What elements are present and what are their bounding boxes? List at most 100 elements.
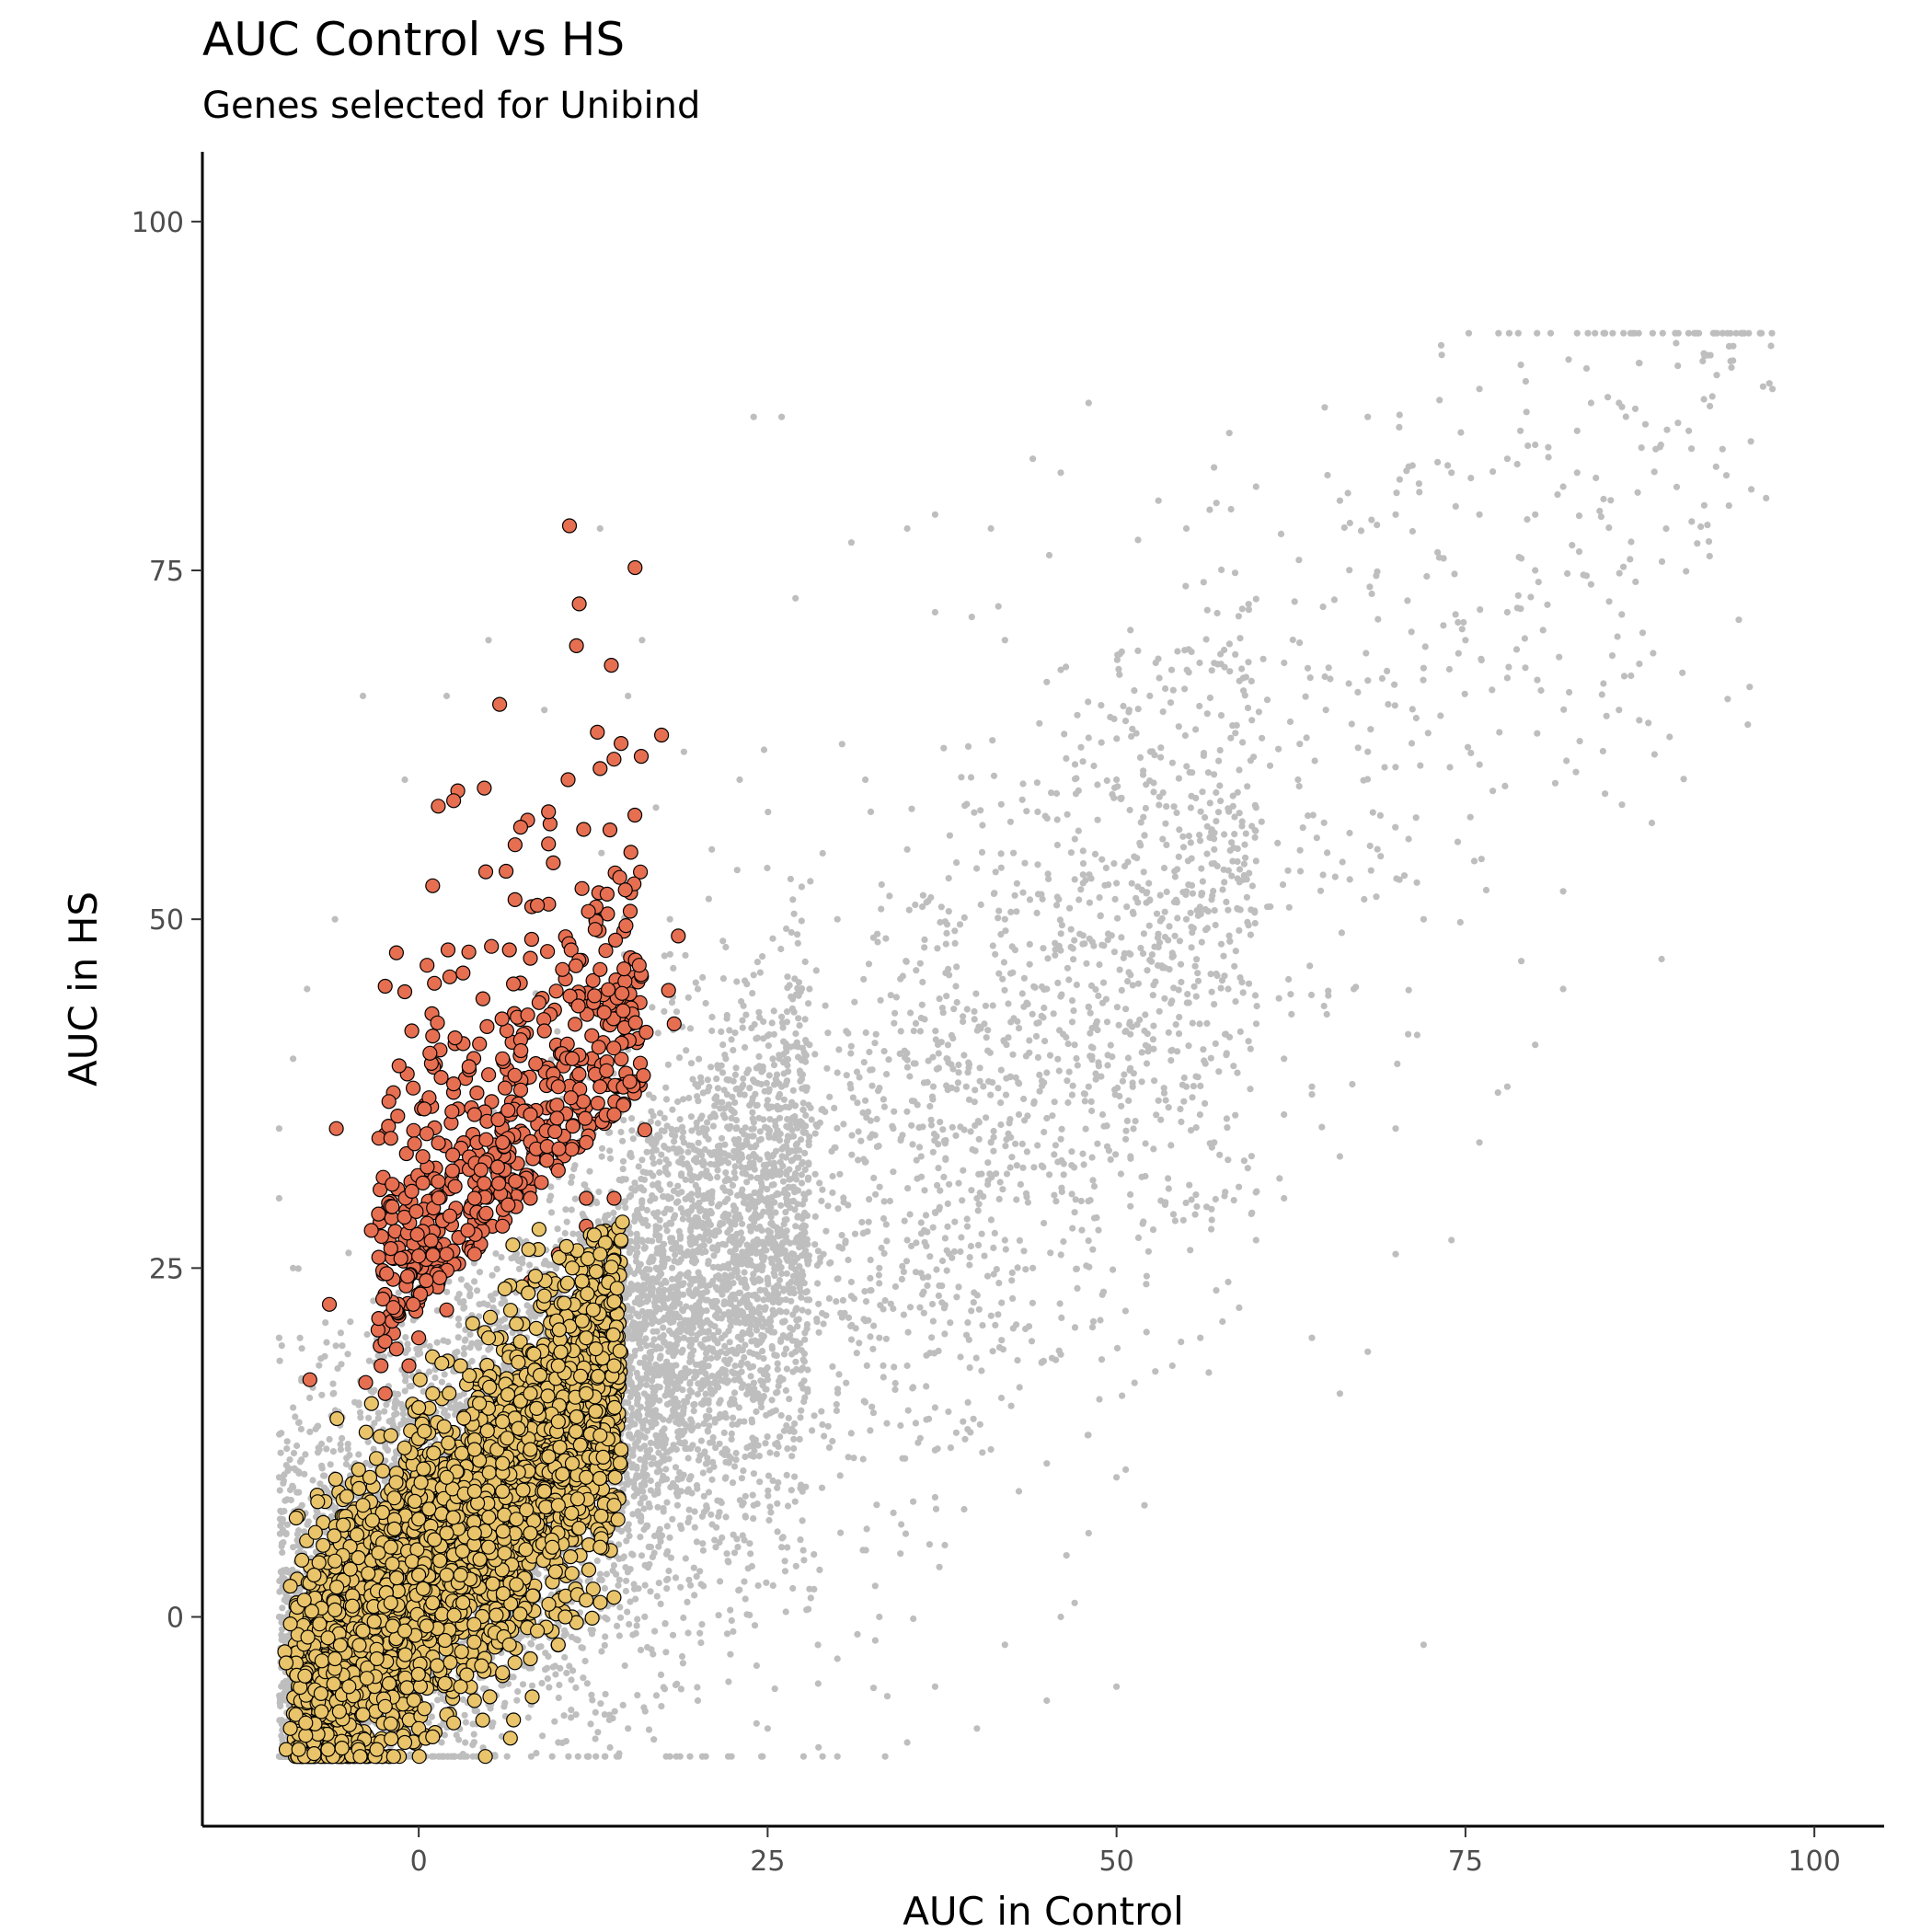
- background-point: [765, 1072, 773, 1079]
- background-point: [1180, 1074, 1188, 1082]
- background-point: [1098, 739, 1105, 746]
- background-point: [798, 1171, 806, 1179]
- background-point: [615, 1632, 624, 1639]
- background-point: [654, 1120, 661, 1127]
- background-point: [992, 950, 999, 958]
- background-point: [1524, 516, 1531, 523]
- background-point: [1412, 714, 1420, 722]
- background-point: [1040, 1164, 1047, 1171]
- background-point: [898, 1275, 906, 1282]
- background-point: [1162, 684, 1169, 693]
- background-point: [1110, 860, 1118, 868]
- background-point: [1279, 881, 1287, 889]
- background-point: [1202, 636, 1210, 643]
- background-point: [603, 1570, 611, 1578]
- background-point: [780, 1189, 788, 1197]
- background-point: [1405, 835, 1412, 843]
- background-point: [1196, 659, 1203, 667]
- background-point: [1234, 875, 1241, 882]
- background-point: [746, 1349, 753, 1356]
- background-point: [1522, 377, 1529, 385]
- background-point: [1104, 1062, 1111, 1069]
- background-point: [774, 1528, 781, 1535]
- background-point: [1014, 1357, 1021, 1364]
- background-point: [1366, 842, 1374, 850]
- background-point: [819, 1420, 826, 1429]
- background-point: [647, 1197, 654, 1204]
- background-point: [572, 1684, 580, 1691]
- background-point: [1213, 1287, 1220, 1294]
- background-point: [1144, 967, 1151, 974]
- background-point: [489, 1304, 497, 1312]
- background-point: [1072, 790, 1080, 798]
- background-point: [709, 1122, 718, 1130]
- background-point: [615, 1541, 623, 1548]
- background-point: [1727, 329, 1734, 337]
- background-point: [1130, 910, 1137, 917]
- background-point: [669, 1631, 677, 1639]
- background-point: [680, 1129, 687, 1136]
- background-point: [914, 1175, 921, 1182]
- background-point: [1143, 1328, 1150, 1336]
- background-point: [552, 1671, 559, 1678]
- background-point: [686, 1386, 694, 1394]
- background-point: [767, 1509, 775, 1516]
- background-point: [720, 1429, 728, 1436]
- background-point: [1043, 1114, 1051, 1122]
- background-point: [1707, 402, 1714, 410]
- background-point: [907, 1009, 914, 1017]
- background-point: [1551, 779, 1559, 787]
- background-point: [706, 1466, 713, 1474]
- background-point: [1184, 857, 1191, 865]
- background-point: [1165, 1104, 1172, 1111]
- background-point: [1052, 1198, 1060, 1205]
- background-point: [1159, 708, 1167, 716]
- background-point: [702, 1753, 709, 1760]
- background-point: [1455, 650, 1462, 657]
- background-point: [693, 1538, 701, 1546]
- background-point: [663, 1523, 671, 1530]
- background-point: [1489, 686, 1496, 694]
- background-point: [1213, 609, 1221, 617]
- background-point: [764, 864, 771, 872]
- background-point: [1196, 1020, 1203, 1028]
- background-point: [687, 1444, 695, 1453]
- background-point: [774, 1484, 781, 1491]
- background-point: [306, 1394, 314, 1401]
- background-point: [650, 1328, 657, 1335]
- background-point: [1052, 789, 1061, 798]
- background-point: [596, 1570, 604, 1578]
- background-point: [935, 1064, 942, 1072]
- background-point: [947, 1319, 954, 1327]
- background-point: [1188, 648, 1195, 656]
- background-point: [1444, 462, 1452, 469]
- background-point: [1535, 579, 1542, 586]
- background-point: [995, 1311, 1002, 1318]
- background-point: [547, 1192, 555, 1200]
- background-point: [963, 1331, 971, 1339]
- background-point: [1156, 917, 1164, 925]
- background-point: [729, 1181, 737, 1189]
- background-point: [1203, 850, 1211, 857]
- background-point: [637, 1534, 644, 1541]
- background-point: [328, 1512, 335, 1520]
- background-point: [811, 1412, 818, 1420]
- background-point: [906, 1211, 914, 1218]
- background-point: [1408, 628, 1415, 636]
- background-point: [1369, 809, 1376, 816]
- background-point: [682, 951, 689, 959]
- background-point: [595, 1188, 603, 1196]
- background-point: [1082, 1125, 1089, 1133]
- background-point: [1192, 1124, 1200, 1132]
- background-point: [955, 1061, 962, 1069]
- background-point: [1134, 980, 1142, 987]
- background-point: [940, 1173, 948, 1180]
- background-point: [1203, 710, 1211, 718]
- background-point: [1186, 1181, 1193, 1189]
- background-point: [1163, 841, 1170, 849]
- background-point: [978, 848, 986, 857]
- background-point: [1102, 864, 1110, 872]
- background-point: [951, 939, 959, 947]
- background-point: [705, 1489, 713, 1496]
- background-point: [1524, 442, 1532, 450]
